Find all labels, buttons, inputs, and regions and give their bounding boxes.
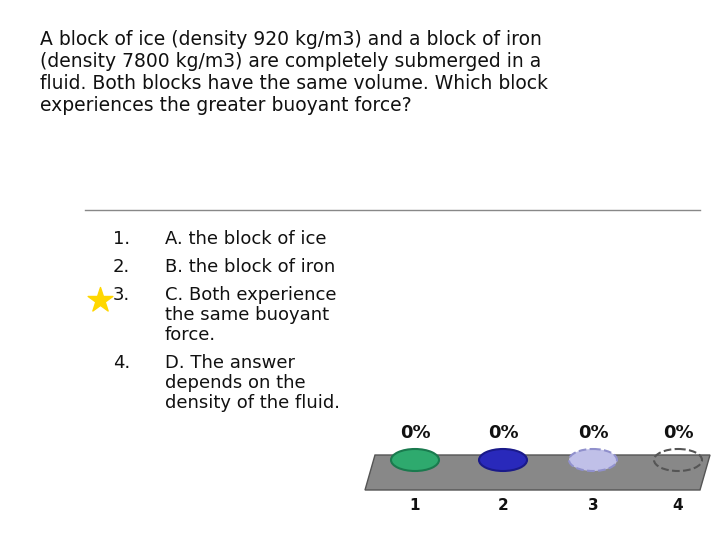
Ellipse shape bbox=[391, 449, 439, 471]
Text: density of the fluid.: density of the fluid. bbox=[165, 394, 340, 412]
Text: 3.: 3. bbox=[113, 286, 130, 304]
Text: 0%: 0% bbox=[400, 424, 431, 442]
Text: A. the block of ice: A. the block of ice bbox=[165, 230, 326, 248]
Ellipse shape bbox=[569, 449, 617, 471]
Text: 2.: 2. bbox=[113, 258, 130, 276]
Text: 4: 4 bbox=[672, 498, 683, 513]
Text: B. the block of iron: B. the block of iron bbox=[165, 258, 336, 276]
Text: 0%: 0% bbox=[577, 424, 608, 442]
Ellipse shape bbox=[479, 449, 527, 471]
Text: 4.: 4. bbox=[113, 354, 130, 372]
Text: C. Both experience: C. Both experience bbox=[165, 286, 336, 304]
Text: 1: 1 bbox=[410, 498, 420, 513]
Text: depends on the: depends on the bbox=[165, 374, 305, 392]
Text: 3: 3 bbox=[588, 498, 598, 513]
Polygon shape bbox=[365, 455, 710, 490]
Text: 0%: 0% bbox=[487, 424, 518, 442]
Text: 1.: 1. bbox=[113, 230, 130, 248]
Text: (density 7800 kg/m3) are completely submerged in a: (density 7800 kg/m3) are completely subm… bbox=[40, 52, 541, 71]
Text: 0%: 0% bbox=[662, 424, 693, 442]
Text: A block of ice (density 920 kg/m3) and a block of iron: A block of ice (density 920 kg/m3) and a… bbox=[40, 30, 542, 49]
Text: force.: force. bbox=[165, 326, 216, 344]
Text: the same buoyant: the same buoyant bbox=[165, 306, 329, 324]
Text: experiences the greater buoyant force?: experiences the greater buoyant force? bbox=[40, 96, 412, 115]
Text: fluid. Both blocks have the same volume. Which block: fluid. Both blocks have the same volume.… bbox=[40, 74, 548, 93]
Text: D. The answer: D. The answer bbox=[165, 354, 295, 372]
Point bbox=[94, 296, 106, 305]
Text: 2: 2 bbox=[498, 498, 508, 513]
